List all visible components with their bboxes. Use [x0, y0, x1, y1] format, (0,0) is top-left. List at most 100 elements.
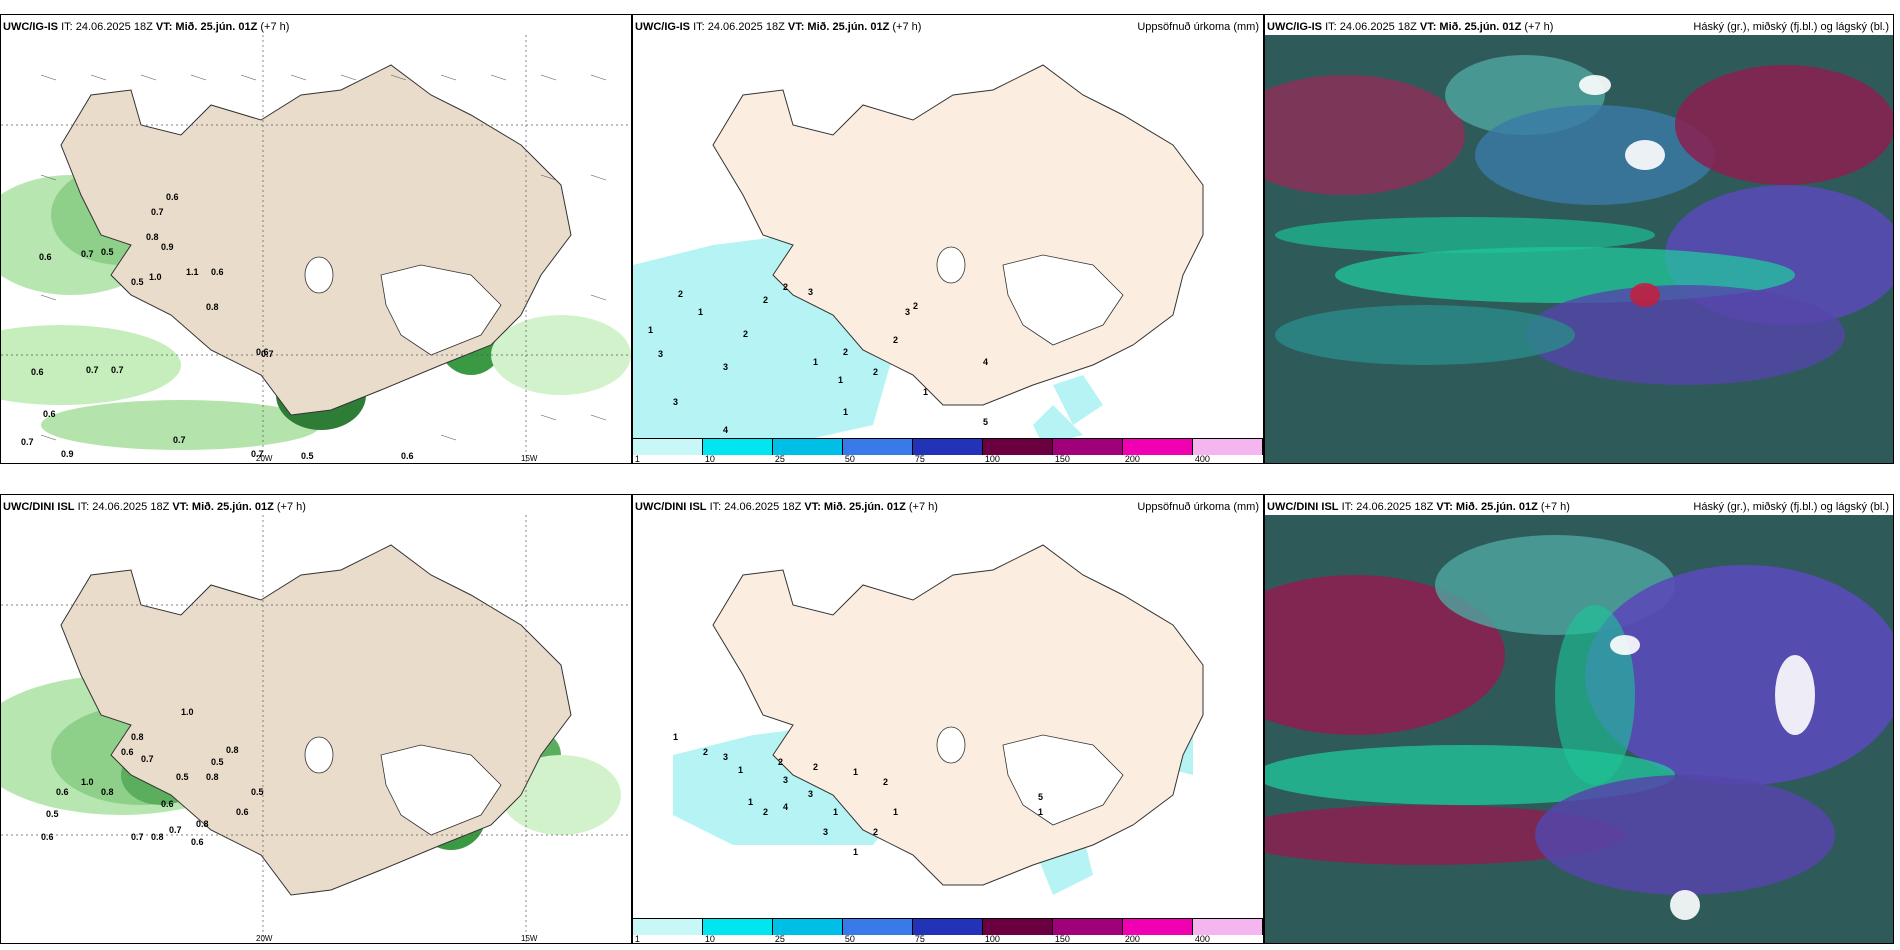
map-value-label: 3 — [658, 349, 663, 359]
map-value-label: 1 — [923, 387, 928, 397]
map-value-label: 3 — [783, 775, 788, 785]
colorbar-label: 150 — [1054, 934, 1070, 944]
precip-value-labels: 1.00.80.60.70.80.5 0.81.00.6 0.80.50.6 0.7 0… — [41, 707, 264, 847]
panel-title-right: Háský (gr.), miðský (fj.bl.) og lágský (… — [1693, 501, 1889, 513]
map-canvas[interactable] — [1265, 515, 1894, 944]
lon-tick-20w: 20W — [256, 454, 273, 463]
map-value-label: 0.5 — [131, 277, 144, 287]
map-value-label: 2 — [883, 777, 888, 787]
map-value-label: 3 — [823, 827, 828, 837]
map-canvas[interactable] — [1265, 35, 1894, 464]
colorbar-label: 75 — [914, 934, 925, 944]
map-value-label: 0.8 — [146, 232, 159, 242]
panel-header: UWC/DINI ISL IT: 24.06.2025 18Z VT: Mið.… — [3, 501, 306, 513]
colorbar-label: 10 — [704, 454, 715, 464]
map-value-label: 1 — [833, 807, 838, 817]
panel-header: UWC/IG-IS IT: 24.06.2025 18Z VT: Mið. 25… — [635, 21, 922, 33]
lon-tick-15w: 15W — [521, 454, 538, 463]
colorbar — [633, 438, 1263, 455]
colorbar-swatch — [1053, 919, 1123, 935]
colorbar-swatch — [843, 439, 913, 455]
colorbar-label: 150 — [1054, 454, 1070, 464]
map-value-label: 1 — [893, 807, 898, 817]
panel-top-left-precip-wind: UWC/IG-IS IT: 24.06.2025 18Z VT: Mið. 25… — [0, 14, 632, 464]
map-value-label: 0.7 — [141, 754, 154, 764]
map-value-label: 1 — [738, 765, 743, 775]
colorbar-label: 100 — [984, 454, 1000, 464]
map-value-label: 1.0 — [81, 777, 94, 787]
map-value-label: 0.6 — [121, 747, 134, 757]
colorbar — [633, 918, 1263, 935]
colorbar-label: 200 — [1124, 934, 1140, 944]
map-value-label: 3 — [673, 397, 678, 407]
map-value-label: 0.8 — [206, 772, 219, 782]
map-value-label: 0.6 — [31, 367, 44, 377]
map-value-label: 0.6 — [256, 347, 269, 357]
map-value-label: 0.6 — [56, 787, 69, 797]
iceland-landmass — [712, 64, 1204, 406]
map-value-label: 0.6 — [211, 267, 224, 277]
colorbar-label: 400 — [1194, 934, 1210, 944]
map-value-label: 1 — [1038, 807, 1043, 817]
graticule — [1, 35, 631, 463]
map-value-label: 0.9 — [161, 242, 174, 252]
colorbar-swatch — [843, 919, 913, 935]
iceland-landmass — [712, 544, 1204, 886]
map-value-label: 4 — [783, 802, 788, 812]
lon-tick-20w: 20W — [256, 934, 273, 943]
map-value-label: 0.7 — [173, 435, 186, 445]
map-value-label: 0.8 — [131, 732, 144, 742]
map-value-label: 3 — [723, 752, 728, 762]
map-canvas[interactable]: 0.60.70.80.91.0 1.10.50.6 0.7 0.50.6 0.7 0.70… — [1, 35, 632, 464]
map-value-label: 0.7 — [261, 349, 274, 359]
colorbar-swatch — [773, 919, 843, 935]
panel-header: UWC/IG-IS IT: 24.06.2025 18Z VT: Mið. 25… — [1267, 21, 1554, 33]
map-value-label: 2 — [813, 762, 818, 772]
map-value-label: 0.5 — [301, 451, 314, 461]
colorbar-label: 1 — [634, 454, 640, 464]
map-value-label: 0.6 — [161, 799, 174, 809]
colorbar-labels: 1 10 25 50 75 100 150 200 400 — [633, 454, 1263, 463]
map-value-label: 2 — [678, 289, 683, 299]
map-value-label: 2 — [783, 282, 788, 292]
map-value-label: 0.7 — [86, 365, 99, 375]
map-canvas[interactable]: 1.00.80.60.70.80.5 0.81.00.6 0.80.50.6 0.7 0… — [1, 515, 632, 944]
colorbar-label: 10 — [704, 934, 715, 944]
map-value-label: 3 — [808, 789, 813, 799]
map-value-label: 1.1 — [186, 267, 199, 277]
colorbar-label: 100 — [984, 934, 1000, 944]
map-value-label: 4 — [983, 357, 988, 367]
map-value-label: 2 — [843, 347, 848, 357]
colorbar-label: 50 — [844, 454, 855, 464]
map-value-label: 0.5 — [101, 247, 114, 257]
map-value-label: 2 — [763, 295, 768, 305]
panel-header: UWC/DINI ISL IT: 24.06.2025 18Z VT: Mið.… — [1267, 501, 1570, 513]
colorbar-swatch — [913, 919, 983, 935]
colorbar-swatch — [983, 439, 1053, 455]
map-value-label: 0.8 — [101, 787, 114, 797]
colorbar-labels: 1 10 25 50 75 100 150 200 400 — [633, 934, 1263, 943]
map-value-label: 0.7 — [81, 249, 94, 259]
map-value-label: 0.7 — [251, 449, 264, 459]
map-value-label: 0.8 — [226, 745, 239, 755]
map-value-label: 2 — [873, 827, 878, 837]
map-value-label: 1 — [853, 767, 858, 777]
panel-title-right: Háský (gr.), miðský (fj.bl.) og lágský (… — [1693, 21, 1889, 33]
panel-bottom-right-clouds: UWC/DINI ISL IT: 24.06.2025 18Z VT: Mið.… — [1264, 494, 1894, 944]
map-value-label: 0.6 — [236, 807, 249, 817]
cloud-layers — [1265, 55, 1893, 385]
iceland-landmass — [60, 64, 572, 416]
map-value-label: 2 — [763, 807, 768, 817]
colorbar-swatch — [983, 919, 1053, 935]
map-value-label: 0.5 — [176, 772, 189, 782]
panel-title-right: Uppsöfnuð úrkoma (mm) — [1137, 501, 1259, 513]
colorbar-swatch — [1123, 439, 1193, 455]
map-value-label: 3 — [905, 307, 910, 317]
colorbar-label: 25 — [774, 454, 785, 464]
iceland-landmass — [60, 544, 572, 896]
precip-value-labels: 0.60.70.80.91.0 1.10.50.6 0.7 0.50.6 0.7 0.70… — [21, 192, 414, 461]
